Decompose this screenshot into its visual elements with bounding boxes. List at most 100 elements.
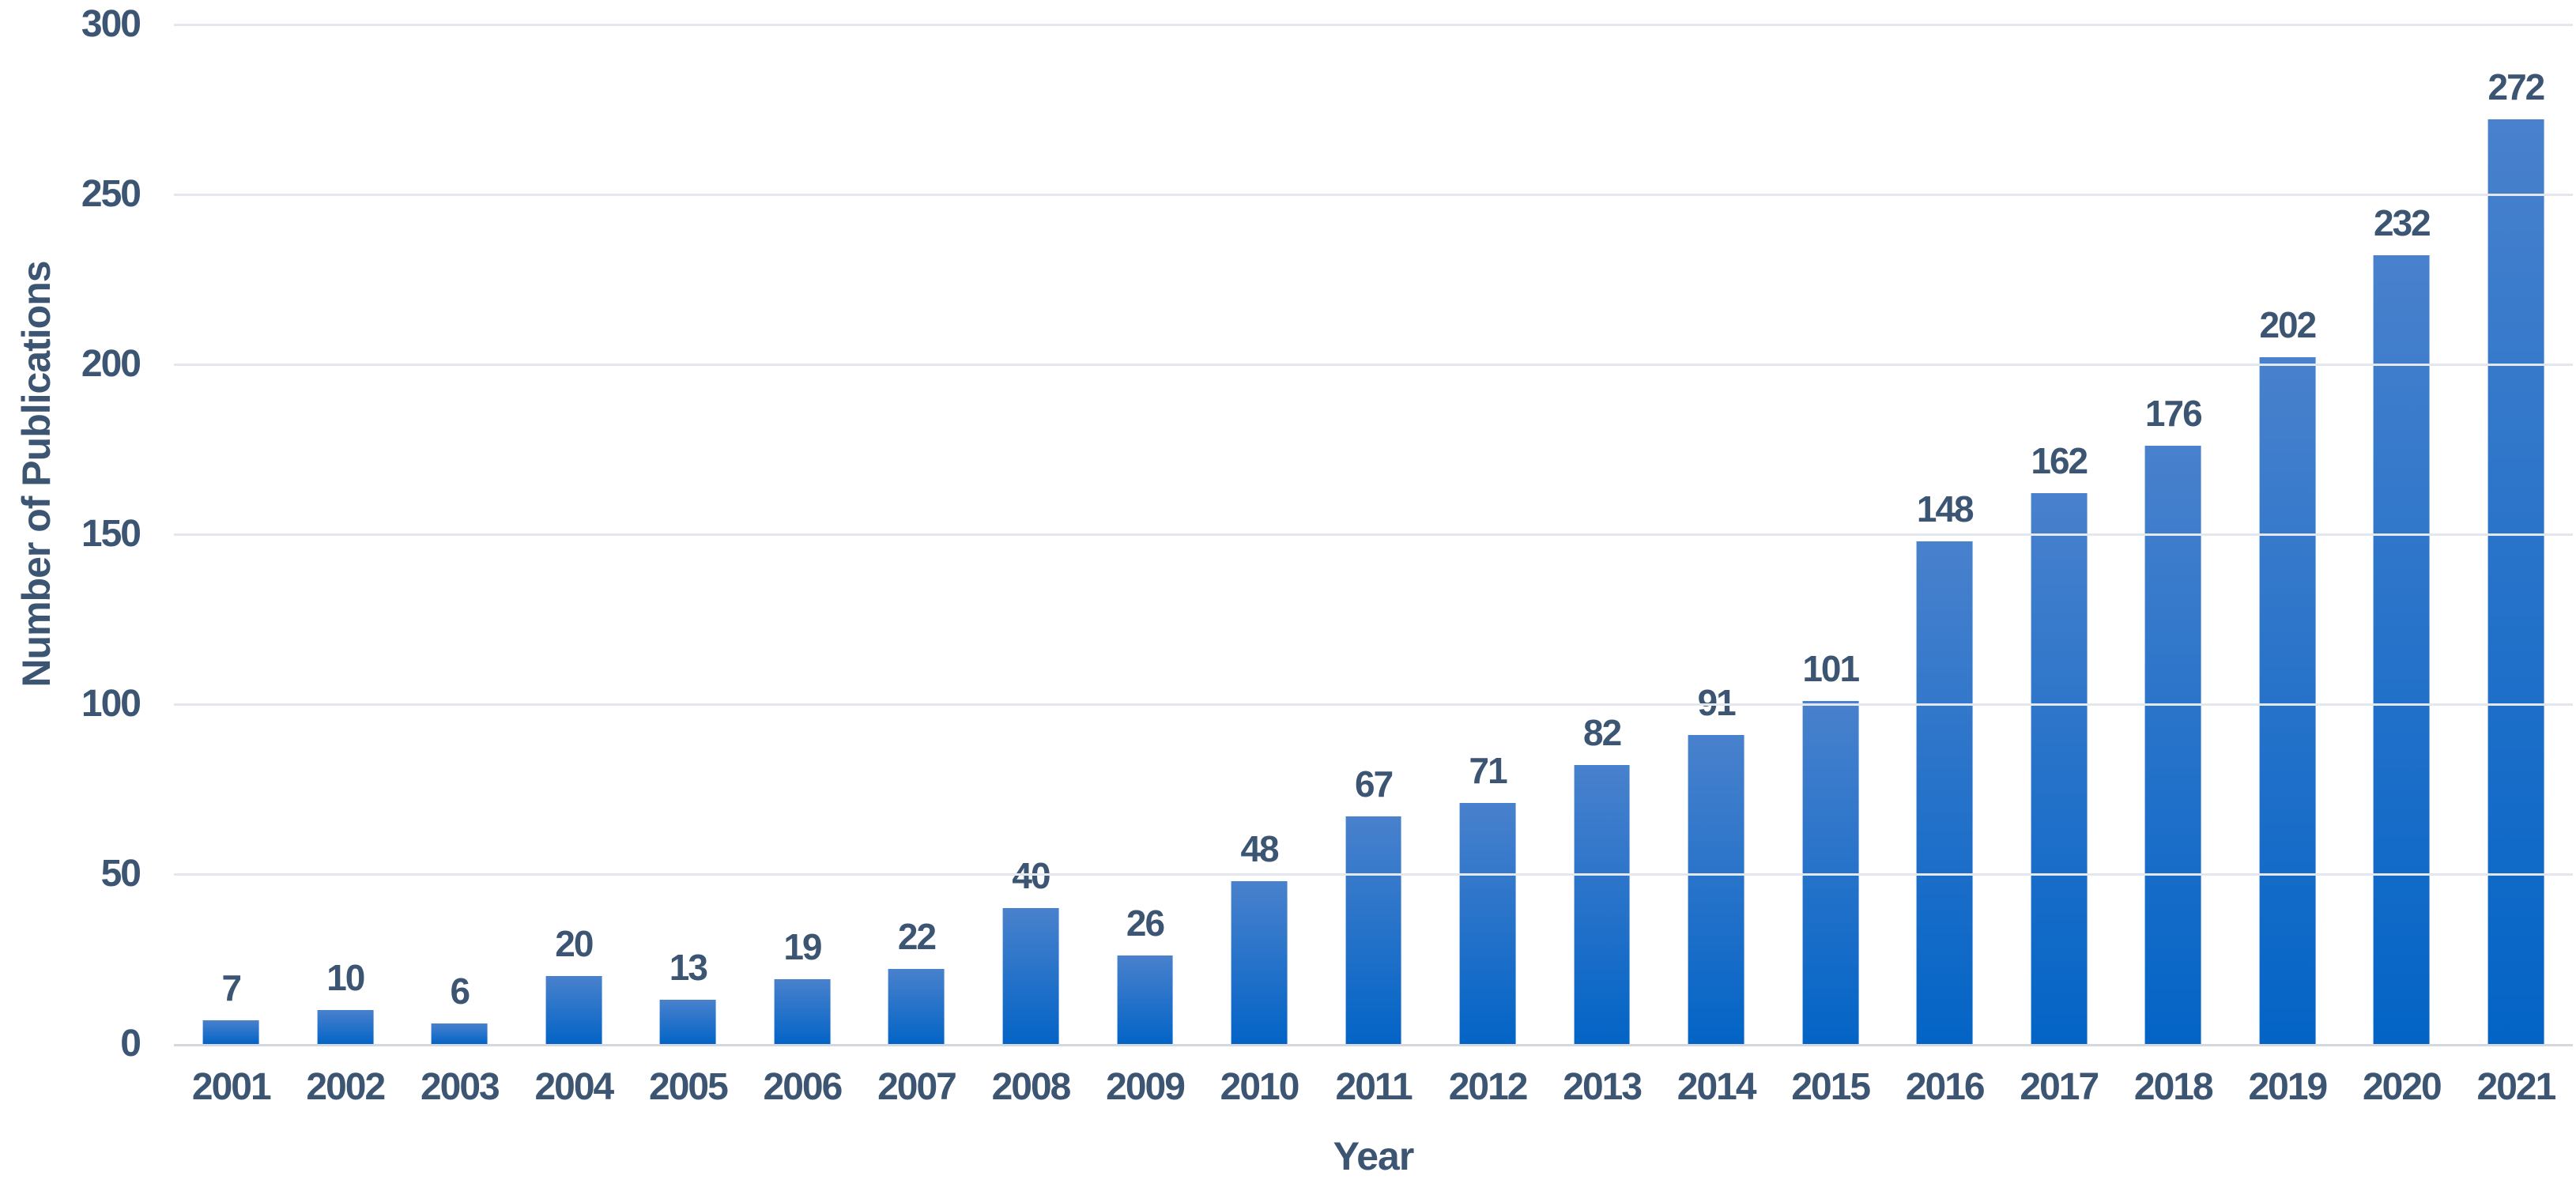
x-tick-label: 2007 [877, 1066, 957, 1108]
bar [2031, 493, 2088, 1044]
bar [1002, 908, 1059, 1044]
y-tick-label: 300 [81, 3, 141, 45]
x-tick-label: 2020 [2362, 1066, 2442, 1108]
x-tick-label: 2018 [2133, 1066, 2214, 1108]
bar [2373, 255, 2430, 1044]
bar [202, 1020, 259, 1044]
bar-slot: 101 [1773, 24, 1888, 1044]
bar-value-label: 148 [1916, 488, 1974, 530]
gridline [174, 24, 2573, 26]
bar-value-label: 176 [2144, 393, 2203, 435]
bar [659, 1000, 716, 1044]
bar-value-label: 202 [2259, 304, 2317, 346]
x-axis-tick-labels: 2001 2002 2003 2004 2005 2006 2007 2008 2009 2010… [174, 1069, 2573, 1106]
bar [1916, 541, 1973, 1044]
x-tick-label: 2011 [1335, 1066, 1413, 1108]
x-tick-label: 2008 [991, 1066, 1072, 1108]
gridline [174, 363, 2573, 366]
gridline [174, 533, 2573, 536]
bar [1345, 816, 1401, 1044]
bar [545, 976, 602, 1044]
x-tick-label: 2016 [1905, 1066, 1986, 1108]
x-tick-label: 2013 [1563, 1066, 1643, 1108]
bar [431, 1023, 488, 1044]
bar-slot: 40 [974, 24, 1088, 1044]
y-tick-label: 50 [100, 853, 141, 895]
bar-value-label: 162 [2031, 440, 2088, 482]
bar-value-label: 13 [669, 947, 708, 989]
bar [774, 979, 831, 1044]
bar-value-label: 91 [1697, 681, 1737, 723]
x-tick-label: 2004 [534, 1066, 614, 1108]
bar-slot: 176 [2116, 24, 2231, 1044]
y-tick-label: 100 [81, 683, 141, 725]
bar-slot: 13 [631, 24, 745, 1044]
bar [317, 1010, 374, 1044]
bar [1802, 700, 1859, 1044]
bar-slot: 202 [2231, 24, 2345, 1044]
y-tick-label: 0 [120, 1023, 141, 1065]
bar [1574, 765, 1631, 1044]
bar-value-label: 71 [1469, 749, 1508, 791]
bar-slot: 10 [289, 24, 403, 1044]
bar-slot: 272 [2459, 24, 2574, 1044]
bar-value-label: 48 [1240, 827, 1279, 869]
y-axis-tick-labels: 300 250 200 150 100 50 0 [0, 6, 141, 1063]
bar-value-label: 82 [1583, 712, 1622, 754]
bar-value-label: 7 [221, 967, 242, 1008]
x-tick-label: 2019 [2248, 1066, 2328, 1108]
bar-slot: 232 [2344, 24, 2459, 1044]
x-tick-label: 2010 [1220, 1066, 1300, 1108]
x-tick-label: 2015 [1791, 1066, 1871, 1108]
y-tick-label: 200 [81, 343, 141, 385]
bar-value-label: 6 [450, 971, 471, 1012]
y-tick-label: 250 [81, 173, 141, 215]
bar-slot: 91 [1659, 24, 1774, 1044]
bar [2144, 446, 2201, 1044]
x-tick-label: 2001 [191, 1066, 272, 1108]
x-tick-label: 2006 [763, 1066, 843, 1108]
bar [1231, 880, 1288, 1044]
bars-container: 7 10 6 20 13 19 22 40 26 48 67 71 82 91 101 148 162 176 20… [174, 24, 2573, 1044]
bar-slot: 22 [859, 24, 974, 1044]
bar [2487, 119, 2544, 1044]
bar-value-label: 40 [1012, 855, 1050, 897]
bar-value-label: 272 [2487, 66, 2546, 108]
x-axis-title: Year [1333, 1134, 1415, 1178]
x-tick-label: 2012 [1448, 1066, 1529, 1108]
gridline [174, 193, 2573, 196]
bar-value-label: 26 [1126, 903, 1165, 944]
bar-slot: 6 [402, 24, 517, 1044]
bar-value-label: 20 [555, 923, 594, 965]
bar-value-label: 232 [2373, 202, 2431, 244]
plot-area: 7 10 6 20 13 19 22 40 26 48 67 71 82 91 101 148 162 176 20… [174, 24, 2573, 1046]
bar-value-label: 67 [1354, 763, 1394, 805]
bar-slot: 26 [1088, 24, 1202, 1044]
bar [1688, 734, 1744, 1044]
y-tick-label: 150 [81, 513, 141, 555]
bar-slot: 7 [174, 24, 289, 1044]
bar-slot: 148 [1888, 24, 2002, 1044]
bar-slot: 162 [2002, 24, 2117, 1044]
gridline [174, 873, 2573, 876]
x-tick-label: 2017 [2020, 1066, 2099, 1108]
bar-slot: 71 [1431, 24, 1545, 1044]
bar [1459, 802, 1516, 1044]
x-tick-label: 2003 [420, 1066, 500, 1108]
bar-value-label: 19 [783, 926, 822, 968]
bar-slot: 82 [1544, 24, 1659, 1044]
x-tick-label: 2014 [1676, 1066, 1757, 1108]
x-tick-label: 2005 [649, 1066, 729, 1108]
bar [888, 969, 945, 1044]
bar-slot: 48 [1202, 24, 1317, 1044]
x-tick-label: 2009 [1106, 1066, 1186, 1108]
gridline [174, 703, 2573, 706]
bar-value-label: 10 [326, 957, 365, 999]
bar-slot: 20 [517, 24, 632, 1044]
bar-slot: 67 [1316, 24, 1431, 1044]
bar [1117, 955, 1173, 1044]
x-tick-label: 2002 [306, 1066, 386, 1108]
bar-slot: 19 [745, 24, 860, 1044]
bar [2259, 357, 2316, 1044]
